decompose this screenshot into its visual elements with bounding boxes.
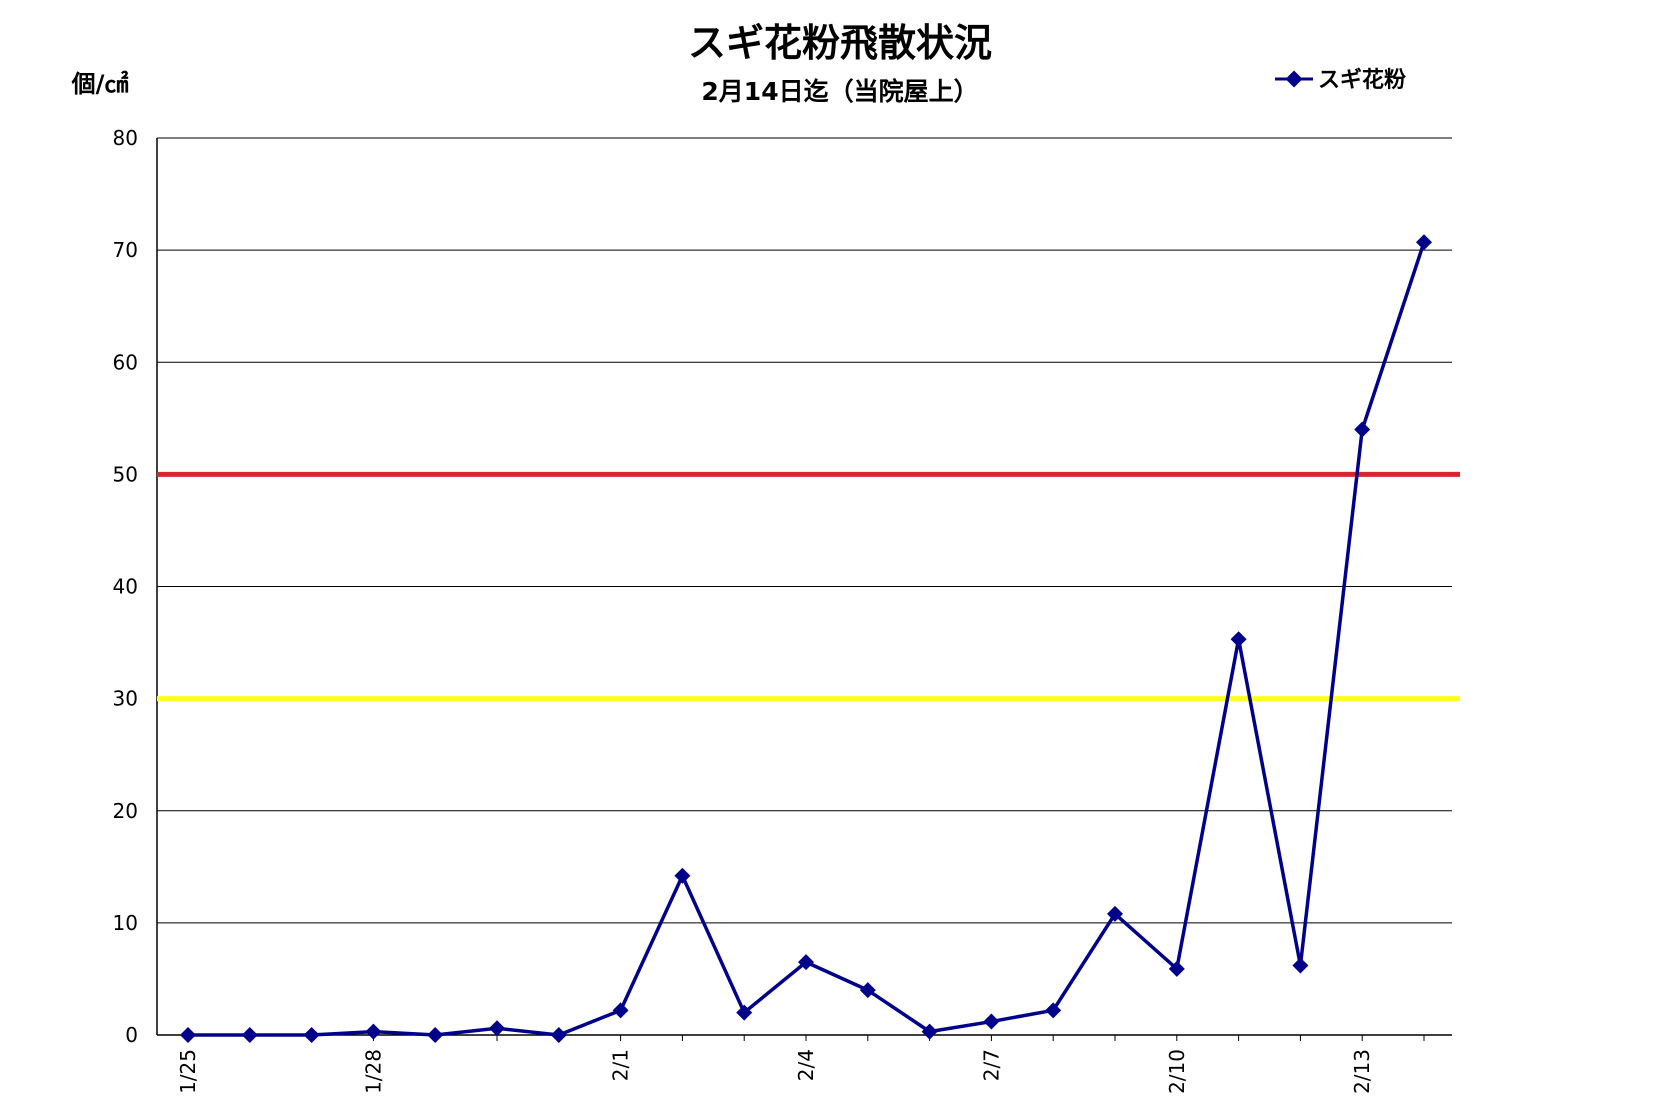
data-point-1-25: [180, 1027, 196, 1043]
data-point-1-28: [365, 1023, 382, 1040]
data-point-2-14: [1416, 234, 1432, 251]
x-tick-label: 2/7: [979, 1049, 1003, 1081]
data-point-2-8: [1045, 1002, 1062, 1019]
data-point-2-2: [674, 867, 691, 884]
data-point-1-29: [427, 1027, 444, 1043]
y-tick-label: 50: [113, 462, 138, 486]
y-tick-label: 70: [113, 238, 138, 262]
reference-lines: [157, 471, 1460, 702]
x-tick-label: 2/10: [1165, 1049, 1189, 1094]
data-point-2-1: [612, 1002, 629, 1019]
data-point-1-31: [550, 1027, 567, 1043]
y-tick-label: 20: [113, 799, 138, 823]
x-tick-label: 1/28: [361, 1049, 385, 1094]
y-tick-label: 80: [113, 126, 138, 150]
data-point-2-10: [1168, 960, 1185, 977]
y-tick-label: 60: [113, 350, 138, 374]
data-point-2-4: [798, 954, 814, 971]
data-point-2-6: [921, 1023, 938, 1040]
data-point-2-12: [1292, 957, 1309, 974]
y-tick-label: 30: [113, 687, 138, 711]
y-axis-ticks: 0 10 20 30 40 50 60 70 80: [113, 126, 138, 1047]
y-tick-label: 10: [113, 911, 138, 935]
legend-label: スギ花粉: [1318, 67, 1406, 93]
chart-subtitle: 2月14日迄（当院屋上）: [701, 77, 978, 106]
y-tick-label: 40: [113, 575, 138, 599]
data-point-2-3: [736, 1004, 753, 1021]
x-tick-label: 2/4: [794, 1049, 818, 1081]
chart-title: スギ花粉飛散状況: [688, 21, 992, 65]
legend-marker: [1285, 70, 1303, 88]
y-axis-unit-label: 個/㎠: [71, 70, 129, 98]
data-point-2-13: [1354, 421, 1371, 438]
gridlines: [157, 137, 1452, 924]
data-point-1-26: [241, 1027, 258, 1043]
y-tick-label: 0: [125, 1023, 138, 1047]
data-point-1-27: [303, 1027, 320, 1043]
legend: スギ花粉: [1275, 67, 1406, 93]
data-point-1-30: [489, 1020, 505, 1037]
x-tick-label: 2/13: [1350, 1049, 1374, 1094]
data-point-2-7: [983, 1013, 1000, 1030]
data-point-2-9: [1107, 905, 1123, 922]
series-pollen: [180, 234, 1432, 1043]
x-tick-label: 2/1: [609, 1049, 633, 1081]
data-point-2-11: [1230, 631, 1247, 648]
x-tick-label: 1/25: [176, 1049, 200, 1094]
x-axis-ticks: 1/25 1/28 2/1 2/4 2/7 2/10 2/13: [176, 1035, 1425, 1094]
data-point-2-5: [859, 982, 876, 999]
